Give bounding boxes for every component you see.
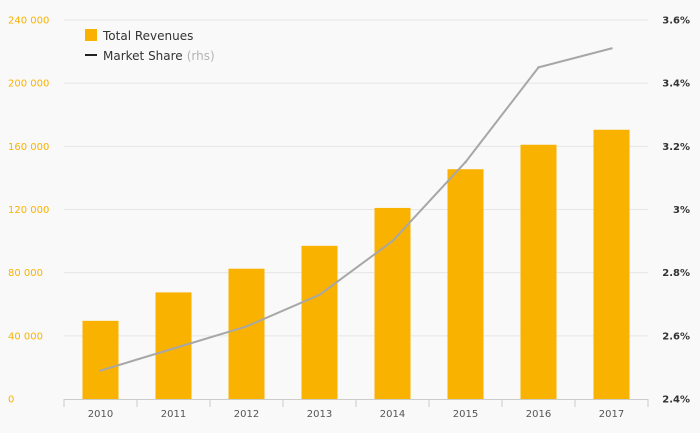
market-share-point: [99, 369, 102, 372]
x-tick-label: 2012: [234, 409, 259, 420]
legend-label-market-share: Market Share (rhs): [103, 49, 215, 63]
x-tick-label: 2010: [88, 409, 113, 420]
y-right-tick-label: 3.4%: [662, 79, 690, 90]
y-right-tick-label: 3.2%: [662, 142, 690, 153]
x-tick-label: 2017: [599, 409, 624, 420]
bar: [228, 268, 265, 399]
market-share-point: [391, 239, 394, 243]
market-share-point: [172, 347, 175, 350]
legend-label-market-share-name: Market Share: [103, 49, 183, 63]
bar-series-total-revenues: [82, 129, 630, 400]
legend-label-total-revenues: Total Revenues: [102, 29, 193, 43]
gridlines: [64, 19, 648, 337]
y-right-tick-label: 3%: [673, 205, 690, 216]
legend: Total Revenues Market Share (rhs): [85, 29, 215, 63]
line-series-market-share: [99, 47, 613, 372]
legend-label-market-share-suffix: (rhs): [187, 49, 215, 63]
x-tick-label: 2016: [526, 409, 551, 420]
y-right-tick-label: 2.6%: [662, 331, 690, 342]
bar: [301, 245, 338, 399]
y-left-tick-label: 120 000: [8, 205, 49, 216]
x-tick-label: 2013: [307, 409, 332, 420]
market-share-point: [610, 47, 613, 50]
bar: [82, 320, 119, 399]
y-left-tick-label: 200 000: [8, 79, 49, 90]
y-left-tick-label: 0: [8, 395, 14, 406]
y-left-tick-label: 160 000: [8, 142, 49, 153]
y-right-tick-label: 2.8%: [662, 268, 690, 279]
legend-swatch-total-revenues: [85, 29, 97, 41]
bar: [374, 207, 411, 399]
bar: [520, 144, 557, 399]
x-tick-label: 2011: [161, 409, 186, 420]
market-share-point: [318, 293, 321, 296]
market-share-point: [464, 160, 467, 164]
y-left-tick-label: 40 000: [8, 331, 43, 342]
y-right-tick-label: 3.6%: [662, 16, 690, 27]
market-share-point: [245, 325, 248, 328]
y-left-tick-label: 240 000: [8, 16, 49, 27]
x-tick-label: 2014: [380, 409, 405, 420]
y-right-tick-label: 2.4%: [662, 395, 690, 406]
bar: [447, 169, 484, 399]
bar: [593, 129, 630, 400]
market-share-line: [100, 47, 612, 372]
axes: 0 40 000 80 000 120 000 160 000 200 000 240 00…: [8, 16, 690, 421]
market-share-point: [537, 66, 540, 69]
x-tick-label: 2015: [453, 409, 478, 420]
y-left-tick-label: 80 000: [8, 268, 43, 279]
